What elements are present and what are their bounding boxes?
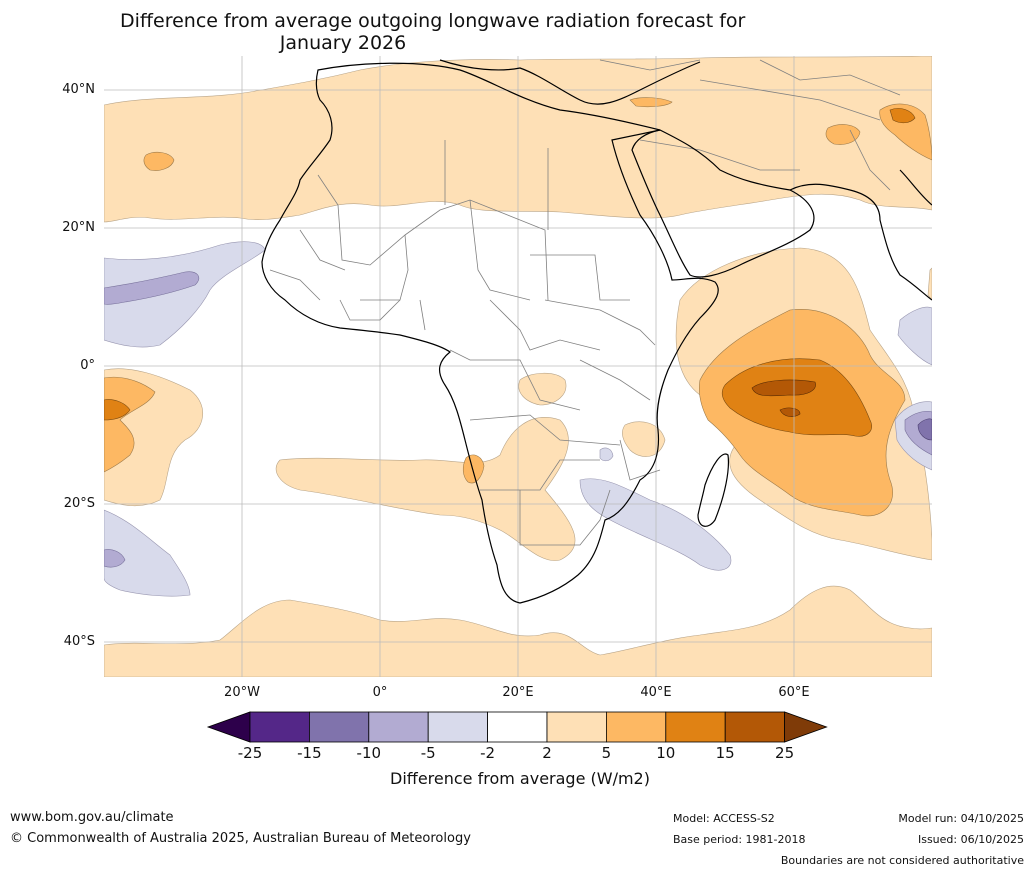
- anomaly-15-25: [751, 379, 816, 417]
- colorbar-tick-label: -25: [237, 744, 263, 762]
- latitude-label: 20°S: [63, 496, 95, 511]
- footer-model: Model: ACCESS-S2: [673, 812, 775, 825]
- anomaly-neg5-neg2: [104, 241, 932, 597]
- colorbar-title: Difference from average (W/m2): [390, 769, 650, 788]
- colorbar-tick-label: 2: [542, 744, 552, 762]
- colorbar-tick-label: 15: [715, 744, 735, 762]
- coastlines: [261, 59, 932, 604]
- title-line-2: January 2026: [279, 32, 407, 54]
- latitude-label: 0°: [80, 358, 95, 373]
- graticule: [104, 56, 932, 677]
- longitude-label: 20°E: [502, 685, 534, 700]
- footer-base-period: Base period: 1981-2018: [673, 833, 806, 846]
- country-borders: [269, 59, 901, 546]
- map-area: [104, 56, 932, 677]
- anomaly-neg15-neg10: [917, 418, 932, 441]
- footer-model-run: Model run: 04/10/2025: [898, 812, 1024, 825]
- colorbar-tick-label: 10: [656, 744, 676, 762]
- footer-disclaimer: Boundaries are not considered authoritat…: [780, 854, 1024, 867]
- colorbar-bin: [427, 711, 489, 743]
- footer-issued: Issued: 06/10/2025: [917, 833, 1024, 846]
- colorbar-bin: [606, 711, 667, 743]
- longitude-label: 0°: [372, 685, 388, 700]
- colorbar-bin: [487, 711, 548, 743]
- colorbar-tick-label: 25: [775, 744, 795, 762]
- longitude-label: 40°E: [640, 685, 672, 700]
- colorbar-bin: [308, 711, 370, 743]
- colorbar-bin: [546, 711, 607, 743]
- colorbar-bin: [665, 711, 726, 743]
- colorbar-tick-label: 5: [601, 744, 612, 762]
- footer-website[interactable]: www.bom.gov.au/climate: [10, 810, 174, 825]
- anomaly-10-15: [104, 108, 916, 437]
- colorbar-tick-label: -5: [420, 744, 436, 762]
- colorbar-bin: [368, 711, 429, 743]
- colorbar-extend-max: [784, 711, 828, 743]
- latitude-label: 40°S: [63, 634, 95, 649]
- longitude-label: 60°E: [778, 685, 810, 700]
- colorbar-bin: [724, 711, 786, 743]
- colorbar: [206, 711, 828, 743]
- longitude-label: 20°W: [224, 685, 260, 700]
- colorbar-tick-label: -10: [356, 744, 382, 762]
- colorbar-extend-min: [206, 711, 251, 743]
- latitude-label: 20°N: [62, 220, 95, 235]
- colorbar-bin: [249, 711, 310, 743]
- latitude-label: 40°N: [62, 82, 95, 97]
- colorbar-tick-label: -15: [297, 744, 322, 762]
- footer-copyright: © Commonwealth of Australia 2025, Austra…: [10, 831, 471, 846]
- colorbar-tick-label: -2: [480, 744, 496, 762]
